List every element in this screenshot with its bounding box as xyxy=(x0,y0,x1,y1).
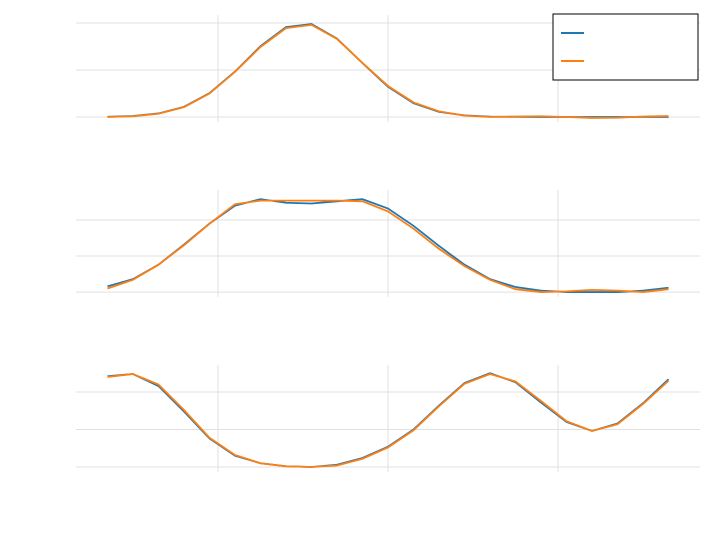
legend-box xyxy=(552,13,699,81)
series-line xyxy=(107,23,669,119)
series-line xyxy=(107,199,669,293)
series-line xyxy=(107,373,670,468)
